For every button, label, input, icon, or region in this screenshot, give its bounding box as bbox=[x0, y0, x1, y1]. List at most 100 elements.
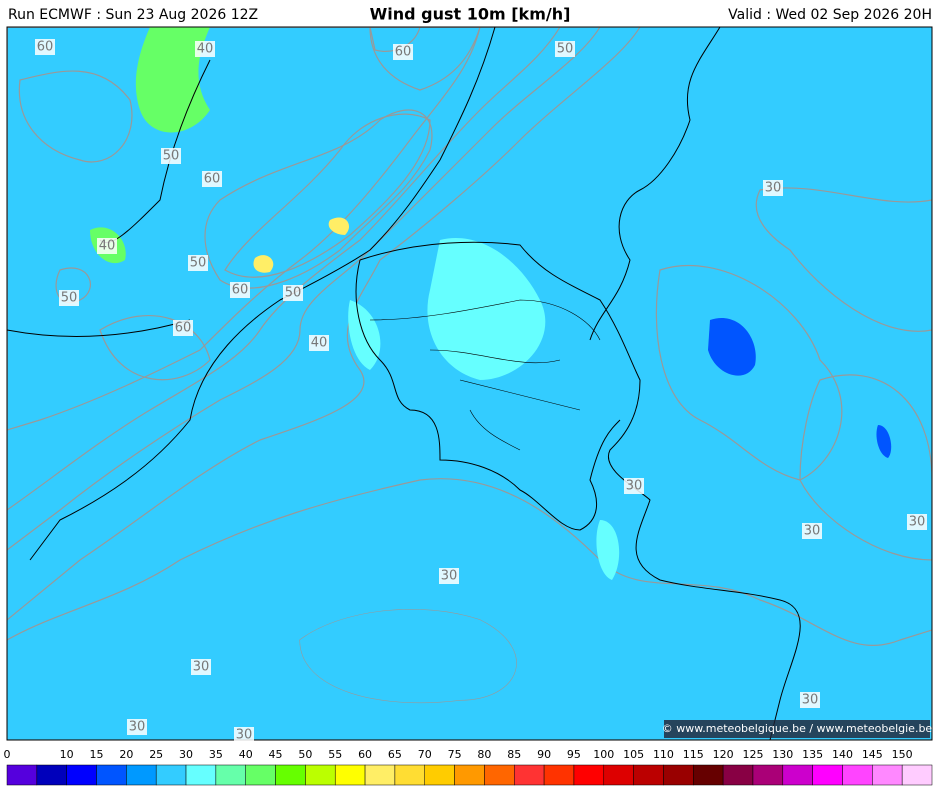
colorbar-swatch bbox=[782, 764, 813, 786]
contour-label-bg bbox=[763, 180, 783, 196]
contour-label-bg bbox=[127, 719, 147, 735]
contour-label: 50 bbox=[190, 256, 207, 271]
colorbar-swatch bbox=[901, 764, 933, 786]
colorbar-tick-label: 120 bbox=[713, 748, 734, 761]
contour-label: 30 bbox=[804, 524, 821, 539]
colorbar-swatch bbox=[334, 764, 366, 786]
contour-labels: 60 40 60 50 50 60 40 50 50 60 50 60 40 30 30 30 30 30 30 30… bbox=[35, 39, 927, 743]
map-frame bbox=[6, 26, 933, 741]
colorbar-tick-label: 40 bbox=[239, 748, 253, 761]
colorbar-swatch bbox=[484, 764, 515, 786]
contour-label: 60 bbox=[204, 172, 221, 187]
colorbar-swatch bbox=[842, 764, 873, 786]
contour-label-bg bbox=[188, 255, 208, 271]
credit: © www.meteobelgique.be / www.meteobelgie… bbox=[662, 722, 933, 735]
colorbar-swatch bbox=[454, 764, 485, 786]
colorbar-swatch bbox=[275, 764, 306, 786]
colorbar-tick-label: 50 bbox=[298, 748, 312, 761]
colorbar-tick-label: 75 bbox=[448, 748, 462, 761]
colorbar-swatch bbox=[543, 764, 575, 786]
contour-label-bg bbox=[907, 514, 927, 530]
colorbar-swatch bbox=[96, 764, 127, 786]
colorbar-tick-label: 45 bbox=[269, 748, 283, 761]
colorbar-swatch bbox=[722, 764, 754, 786]
colorbar-swatch bbox=[364, 764, 396, 786]
colorbar-tick-label: 130 bbox=[772, 748, 793, 761]
contour-label-bg bbox=[35, 39, 55, 55]
contour-label-bg bbox=[202, 171, 222, 187]
colorbar-swatch bbox=[305, 764, 336, 786]
contour-label: 30 bbox=[765, 181, 782, 196]
colorbar-tick-label: 105 bbox=[623, 748, 644, 761]
colorbar-swatch bbox=[693, 764, 724, 786]
colorbar-tick-label: 80 bbox=[477, 748, 491, 761]
contour-label: 30 bbox=[441, 569, 458, 584]
colorbar-swatch bbox=[185, 764, 217, 786]
colorbar-tick-label: 0 bbox=[4, 748, 11, 761]
contour-label: 40 bbox=[99, 239, 116, 254]
colorbar-swatch bbox=[663, 764, 694, 786]
colorbar-tick-label: 110 bbox=[653, 748, 674, 761]
contour-label-bg bbox=[97, 238, 117, 254]
colorbar-tick-label: 150 bbox=[892, 748, 913, 761]
contour-label: 30 bbox=[802, 693, 819, 708]
colorbar-swatch bbox=[394, 764, 425, 786]
colorbar-swatch bbox=[6, 764, 38, 786]
contour-label-bg bbox=[624, 478, 644, 494]
credit-bg bbox=[664, 720, 930, 738]
contour-label-bg bbox=[191, 659, 211, 675]
colorbar-tick-label: 70 bbox=[418, 748, 432, 761]
contour-label: 60 bbox=[37, 40, 54, 55]
contour-label-bg bbox=[439, 568, 459, 584]
colorbar-tick-label: 65 bbox=[388, 748, 402, 761]
run-info: Run ECMWF : Sun 23 Aug 2026 12Z bbox=[8, 7, 258, 23]
contour-label: 30 bbox=[626, 479, 643, 494]
colorbar-tick-label: 90 bbox=[537, 748, 551, 761]
valid-info: Valid : Wed 02 Sep 2026 20H bbox=[728, 7, 932, 23]
colorbar-tick-label: 135 bbox=[802, 748, 823, 761]
contour-label: 50 bbox=[557, 42, 574, 57]
contour-label: 30 bbox=[129, 720, 146, 735]
colorbar-tick-label: 60 bbox=[358, 748, 372, 761]
contour-label: 50 bbox=[163, 149, 180, 164]
contour-label: 60 bbox=[395, 45, 412, 60]
colorbar-swatch bbox=[424, 764, 455, 786]
colorbar-tick-label: 125 bbox=[742, 748, 763, 761]
contour-label-bg bbox=[161, 148, 181, 164]
colorbar-swatch bbox=[752, 764, 784, 786]
colorbar-tick-label: 15 bbox=[90, 748, 104, 761]
contour-label: 40 bbox=[311, 336, 328, 351]
contour-label-bg bbox=[309, 335, 329, 351]
colorbar-tick-label: 140 bbox=[832, 748, 853, 761]
colorbar-tick-label: 10 bbox=[60, 748, 74, 761]
contour-label-bg bbox=[59, 290, 79, 306]
contour-label: 30 bbox=[909, 515, 926, 530]
contour-label: 60 bbox=[175, 321, 192, 336]
contour-label: 30 bbox=[193, 660, 210, 675]
colorbar-tick-label: 115 bbox=[683, 748, 704, 761]
field bbox=[7, 27, 932, 740]
contour-label: 60 bbox=[232, 283, 249, 298]
colorbar-swatch bbox=[573, 764, 605, 786]
contour-label: 40 bbox=[197, 42, 214, 57]
colorbar-swatch bbox=[812, 764, 843, 786]
colorbar-swatch bbox=[215, 764, 246, 786]
contour-label-bg bbox=[283, 285, 303, 301]
contour-label-bg bbox=[393, 44, 413, 60]
map-title: Wind gust 10m [km/h] bbox=[370, 5, 571, 24]
contour-label-bg bbox=[802, 523, 822, 539]
colorbar-tick-label: 95 bbox=[567, 748, 581, 761]
colorbar-tick-label: 20 bbox=[119, 748, 133, 761]
colorbar-tick-label: 55 bbox=[328, 748, 342, 761]
colorbar-tick-label: 30 bbox=[179, 748, 193, 761]
contour-label-bg bbox=[800, 692, 820, 708]
contour-label-bg bbox=[555, 41, 575, 57]
colorbar-tick-label: 145 bbox=[862, 748, 883, 761]
colorbar-swatch bbox=[36, 764, 67, 786]
colorbar-tick-label: 100 bbox=[593, 748, 614, 761]
contour-label-bg bbox=[234, 727, 254, 743]
colorbar-swatch bbox=[514, 764, 545, 786]
colorbar: 0 10 15 20 25 30 35 40 45 50 55 60 65 70 75 80 85 90 95 100… bbox=[4, 748, 933, 786]
colorbar-swatch bbox=[245, 764, 276, 786]
